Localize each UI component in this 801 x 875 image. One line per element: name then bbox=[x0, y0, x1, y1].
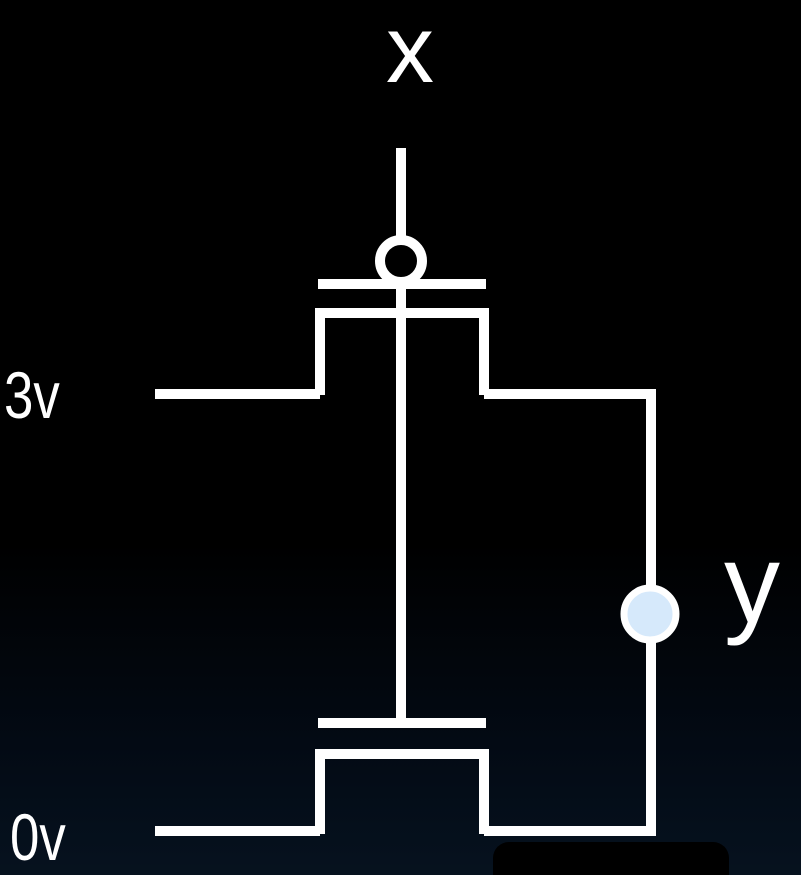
output-label-y: y bbox=[724, 521, 780, 646]
pmos-drain-to-output-wire bbox=[484, 389, 656, 590]
nmos-channel bbox=[315, 749, 489, 834]
pmos-inversion-bubble bbox=[375, 235, 427, 287]
supply-high-label: 3v bbox=[4, 358, 60, 432]
nmos-drain-to-output-wire bbox=[484, 640, 656, 836]
bottom-dark-shape bbox=[493, 842, 729, 875]
supply-low-label: 0v bbox=[10, 800, 66, 874]
input-label-x: x bbox=[386, 0, 434, 103]
pmos-channel bbox=[315, 308, 489, 395]
output-node-y bbox=[620, 584, 680, 644]
